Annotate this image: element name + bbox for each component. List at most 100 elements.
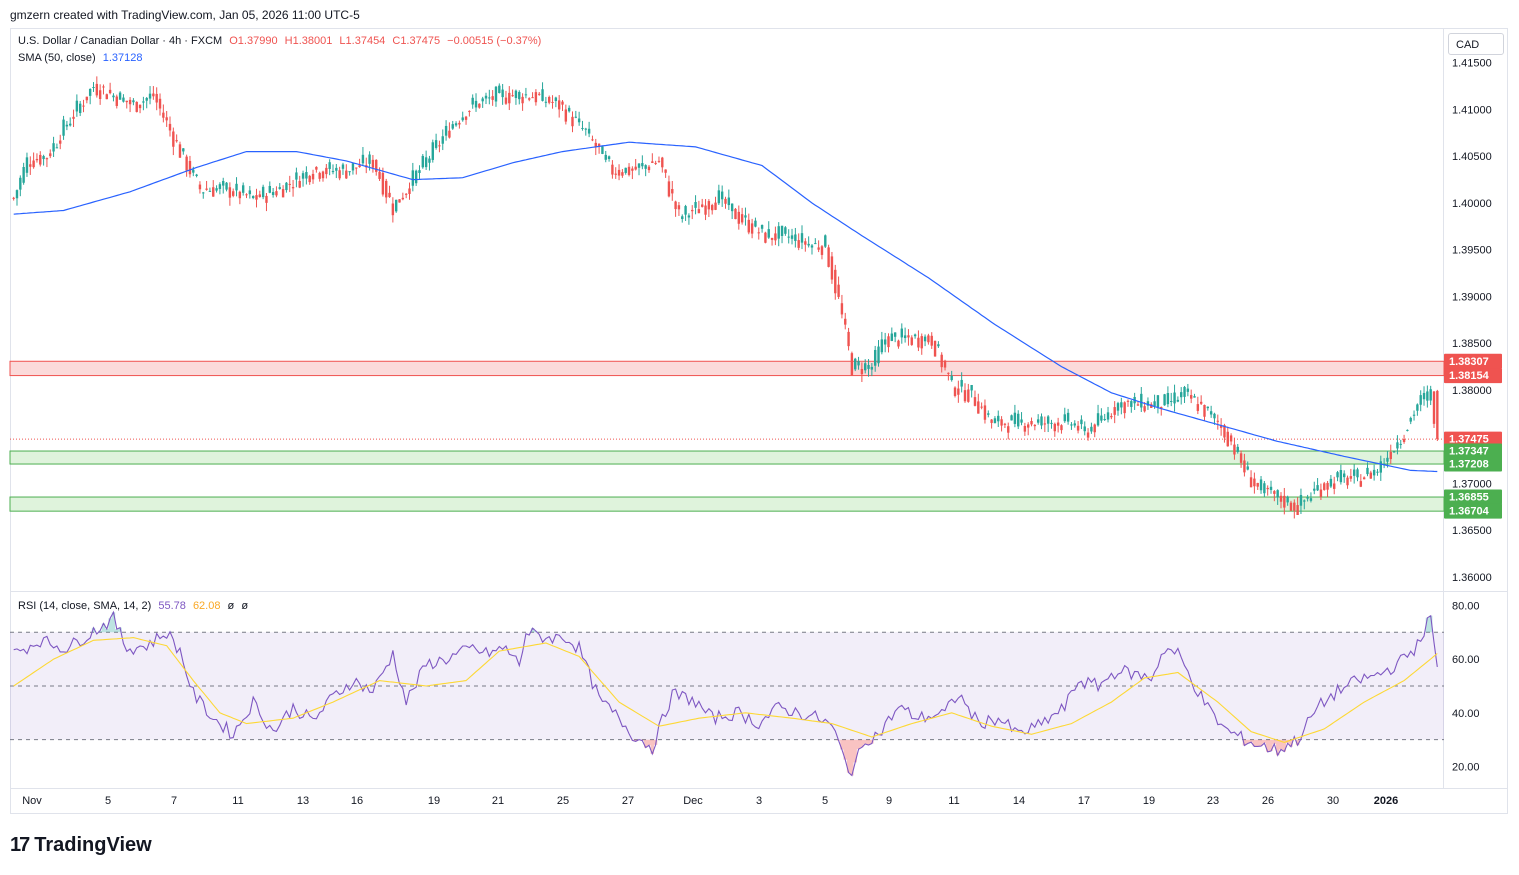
candle-body [1060, 425, 1063, 431]
candle-body [704, 205, 707, 215]
candle-body [814, 243, 817, 245]
candle-body [238, 191, 242, 199]
candle-body [1130, 401, 1133, 407]
candle-body [657, 160, 661, 162]
candle-body [807, 243, 810, 246]
candle-body [727, 197, 731, 206]
candle-body [394, 199, 398, 212]
candle-body [750, 223, 754, 234]
candle-body [973, 397, 977, 406]
candle-body [1023, 426, 1027, 432]
time-tick-label: 17 [1078, 795, 1090, 807]
price-label-text: 1.37347 [1449, 446, 1489, 458]
zone-support-1 [9, 450, 1445, 465]
currency-button[interactable]: CAD [1448, 33, 1504, 55]
candle-body [1160, 406, 1163, 410]
candle-body [1173, 392, 1176, 404]
candle-body [1422, 392, 1426, 400]
candle-body [361, 154, 365, 164]
zone-resistance-0 [9, 360, 1445, 377]
candle-body [1176, 399, 1180, 402]
candle-body [155, 93, 158, 103]
candle-body [95, 83, 99, 96]
candle-body [691, 209, 694, 212]
candle-body [557, 100, 561, 110]
candle-body [870, 366, 874, 370]
candle-body [32, 160, 35, 168]
candle-body [1293, 502, 1296, 511]
candle-body [804, 241, 807, 245]
time-tick-label: Dec [683, 795, 703, 807]
candle-body [1186, 388, 1190, 392]
rsi-ma-line [13, 637, 1438, 743]
candle-body [571, 116, 574, 127]
candle-body [1306, 497, 1309, 499]
time-tick-label: 5 [822, 795, 828, 807]
candle-body [551, 101, 554, 103]
candle-body [710, 205, 714, 211]
candle-body [867, 365, 870, 369]
candle-body [770, 237, 774, 240]
candle-body [335, 167, 338, 171]
candle-body [39, 154, 42, 165]
candle-body [1233, 444, 1236, 455]
candle-body [1103, 418, 1106, 420]
candle-body [927, 335, 930, 343]
candle-body [85, 96, 89, 101]
candle-body [597, 143, 601, 147]
candle-body [950, 375, 953, 381]
candle-body [830, 256, 834, 280]
price-tick-label: 1.40000 [1452, 198, 1492, 210]
candle-body [215, 188, 218, 191]
candle-body [1017, 413, 1020, 427]
candle-body [1229, 435, 1233, 442]
candle-body [837, 284, 840, 297]
legend-change: −0.00515 (−0.37%) [447, 35, 542, 47]
candle-body [528, 98, 531, 100]
candle-body [900, 328, 903, 338]
candle-body [291, 187, 295, 189]
candle-body [428, 158, 431, 163]
candle-body [720, 191, 724, 200]
candle-body [827, 247, 830, 267]
candle-body [192, 169, 195, 173]
candle-body [295, 172, 298, 180]
candle-body [1409, 417, 1412, 422]
candle-body [1286, 496, 1289, 503]
candle-body [983, 405, 987, 420]
candle-body [1209, 411, 1213, 415]
price-legend[interactable]: U.S. Dollar / Canadian Dollar · 4h · FXC… [18, 35, 545, 47]
candle-body [98, 90, 102, 99]
price-tick-label: 1.41500 [1452, 58, 1492, 70]
candle-body [1349, 476, 1353, 479]
candle-body [1153, 401, 1156, 406]
candle-body [654, 162, 657, 164]
candle-body [105, 94, 109, 100]
sma-legend[interactable]: SMA (50, close) 1.37128 [18, 52, 146, 64]
candle-body [258, 194, 262, 197]
price-tick-label: 1.39500 [1452, 245, 1492, 257]
rsi-legend[interactable]: RSI (14, close, SMA, 14, 2) 55.78 62.08 … [18, 600, 252, 612]
candle-body [963, 390, 967, 402]
candle-body [847, 331, 850, 347]
candle-body [1412, 414, 1416, 416]
candle-body [268, 185, 271, 193]
candle-body [1352, 469, 1356, 476]
candle-body [162, 112, 165, 118]
candle-body [943, 360, 947, 368]
candle-body [49, 153, 52, 157]
candle-body [1283, 495, 1286, 508]
candle-body [531, 97, 534, 99]
rsi-oversold-fill [630, 739, 1300, 776]
price-label-text: 1.36855 [1449, 492, 1489, 504]
price-tick-label: 1.38500 [1452, 338, 1492, 350]
candle-body [1063, 414, 1066, 422]
price-tick-label: 1.40500 [1452, 151, 1492, 163]
candle-body [168, 123, 172, 131]
candle-body [1336, 472, 1339, 478]
candle-body [1073, 423, 1076, 426]
candle-body [1053, 423, 1057, 432]
candle-body [461, 117, 464, 121]
candle-body [202, 192, 205, 194]
